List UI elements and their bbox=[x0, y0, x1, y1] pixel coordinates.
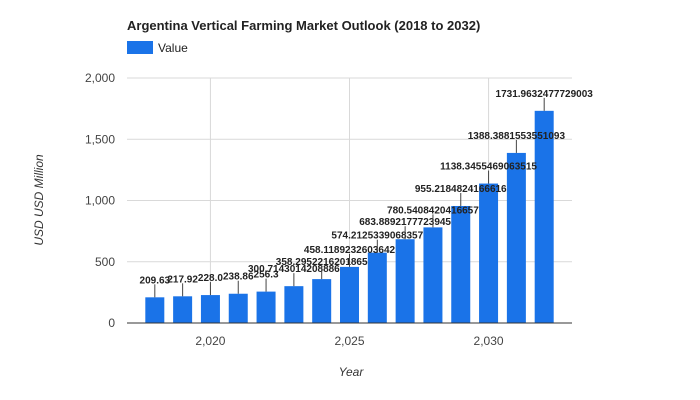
y-tick-label: 500 bbox=[95, 255, 115, 269]
x-axis-title: Year bbox=[339, 365, 365, 379]
bar bbox=[312, 279, 332, 323]
bar bbox=[479, 183, 499, 323]
legend-swatch bbox=[127, 41, 153, 54]
bar bbox=[451, 205, 471, 323]
data-label: 209.63 bbox=[140, 275, 171, 286]
legend: Value bbox=[127, 41, 188, 55]
data-label: 1731.9632477729003 bbox=[496, 89, 594, 100]
bar bbox=[395, 239, 415, 323]
bar bbox=[145, 297, 165, 323]
data-label: 683.8892177723945 bbox=[359, 217, 451, 228]
x-tick-label: 2,020 bbox=[195, 334, 225, 348]
x-axis-ticks: 2,020 2,025 2,030 bbox=[195, 334, 503, 348]
legend-label: Value bbox=[158, 41, 188, 55]
bar bbox=[340, 266, 359, 323]
chart-title: Argentina Vertical Farming Market Outloo… bbox=[127, 18, 480, 33]
y-tick-label: 2,000 bbox=[85, 71, 115, 85]
y-axis-ticks: 0 500 1,000 1,500 2,000 bbox=[85, 71, 115, 330]
data-label: 780.5408420416657 bbox=[387, 205, 479, 216]
bar bbox=[173, 296, 193, 323]
data-label: 955.2184824166616 bbox=[415, 184, 507, 195]
y-tick-label: 1,000 bbox=[85, 194, 115, 208]
x-tick-label: 2,025 bbox=[334, 334, 364, 348]
data-label: 1388.3881553551093 bbox=[468, 131, 566, 142]
data-label: 217.92 bbox=[167, 274, 198, 285]
bar bbox=[228, 293, 248, 323]
bar bbox=[284, 286, 304, 323]
data-label: 1138.3455469063515 bbox=[440, 162, 537, 173]
bar bbox=[200, 295, 220, 323]
bar bbox=[506, 152, 526, 323]
bar bbox=[534, 110, 554, 323]
data-label: 458.1189232603642 bbox=[304, 245, 396, 256]
bars bbox=[145, 110, 554, 323]
x-tick-label: 2,030 bbox=[474, 334, 504, 348]
data-label: 358.2952216201865 bbox=[276, 257, 368, 268]
bar bbox=[367, 252, 387, 323]
data-label: 256.3 bbox=[254, 270, 279, 281]
y-tick-label: 1,500 bbox=[85, 132, 115, 146]
data-label: 574.2125339068357 bbox=[331, 231, 423, 242]
y-tick-label: 0 bbox=[108, 316, 115, 330]
data-label: 300.7143014208886 bbox=[248, 264, 340, 275]
y-axis-title: USD USD Million bbox=[32, 154, 46, 246]
bar bbox=[256, 291, 276, 323]
data-label: 238.86 bbox=[223, 272, 254, 283]
bar bbox=[423, 227, 443, 323]
data-label: 228.0 bbox=[198, 273, 223, 284]
